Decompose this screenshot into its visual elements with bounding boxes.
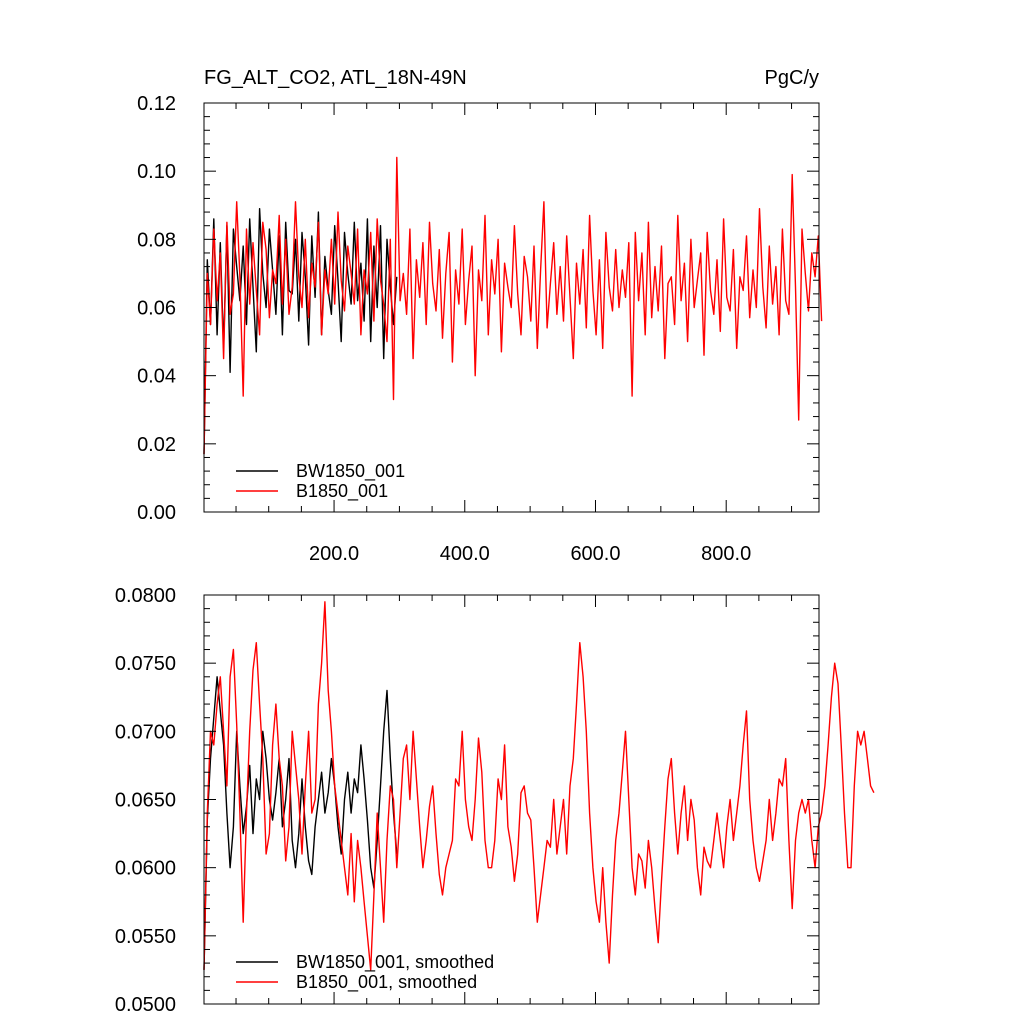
y-tick-label: 0.12 [137, 93, 176, 115]
y-tick-label: 0.0600 [115, 858, 176, 880]
y-tick-label: 0.10 [137, 161, 176, 183]
x-tick-label: 200.0 [309, 543, 359, 565]
bottom-plot-frame [203, 594, 820, 1005]
series-line-1 [203, 156, 823, 455]
x-tick-label: 800.0 [701, 543, 751, 565]
legend-label-b1850-smoothed: B1850_001, smoothed [296, 972, 477, 993]
series-line-0 [203, 676, 398, 970]
top-series-layer [203, 156, 823, 455]
y-tick-label: 0.0650 [115, 790, 176, 812]
x-tick-label: 400.0 [440, 543, 490, 565]
y-tick-label: 0.06 [137, 298, 176, 320]
top-legend: BW1850_001 B1850_001 [236, 461, 405, 502]
y-tick-label: 0.0500 [115, 994, 176, 1016]
bottom-series-layer [203, 601, 875, 971]
y-tick-label: 0.0700 [115, 721, 176, 743]
y-tick-label: 0.04 [137, 366, 176, 388]
y-tick-label: 0.00 [137, 502, 176, 524]
x-tick-label: 600.0 [570, 543, 620, 565]
bottom-ticks: 0.0500 0.0550 0.0600 0.0650 0.0700 0.0750 0.08… [115, 585, 819, 1016]
top-title: FG_ALT_CO2, ATL_18N-49N [204, 67, 467, 89]
top-units: PgC/y [765, 67, 819, 89]
legend-label-bw1850-smoothed: BW1850_001, smoothed [296, 952, 494, 973]
series-line-0 [203, 207, 398, 455]
y-tick-label: 0.0750 [115, 653, 176, 675]
bottom-legend: BW1850_001, smoothed B1850_001, smoothed [236, 952, 494, 993]
top-panel: 0.00 0.02 0.04 0.06 0.08 0.10 0.12 200.0 400.0 60… [137, 67, 823, 565]
y-tick-label: 0.0550 [115, 926, 176, 948]
y-tick-label: 0.02 [137, 434, 176, 456]
y-tick-label: 0.0800 [115, 585, 176, 607]
top-ticks: 0.00 0.02 0.04 0.06 0.08 0.10 0.12 200.0 400.0 60… [137, 93, 819, 565]
legend-label-b1850: B1850_001 [296, 481, 388, 502]
y-tick-label: 0.08 [137, 229, 176, 251]
bottom-panel: 0.0500 0.0550 0.0600 0.0650 0.0700 0.0750 0.08… [115, 585, 875, 1016]
legend-label-bw1850: BW1850_001 [296, 461, 405, 482]
series-line-1 [203, 601, 875, 971]
